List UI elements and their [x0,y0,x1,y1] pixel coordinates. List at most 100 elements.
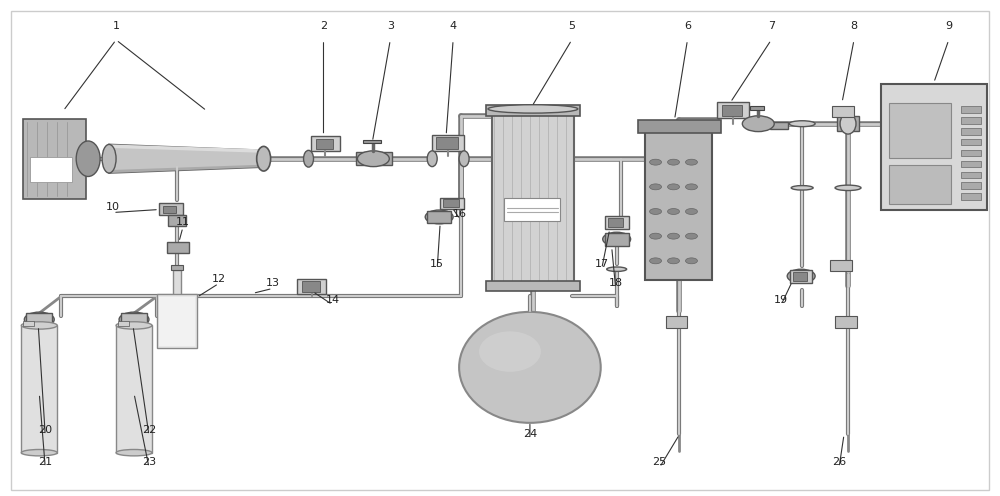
Bar [961,183,981,189]
Bar [793,272,807,281]
Bar [645,128,712,280]
Circle shape [24,312,54,327]
Circle shape [650,159,662,165]
Circle shape [425,210,453,224]
Bar [121,313,147,326]
Bar [961,172,981,178]
Bar [311,136,340,151]
Bar [159,203,183,215]
Text: 6: 6 [684,21,691,31]
Ellipse shape [21,322,57,329]
Circle shape [650,208,662,214]
Bar [302,281,320,292]
Circle shape [685,208,697,214]
Circle shape [668,233,680,239]
Bar [443,199,459,207]
Ellipse shape [459,312,601,423]
Bar [961,139,981,145]
Bar [747,122,765,128]
Polygon shape [109,144,264,173]
Bar [30,157,72,183]
Bar [23,320,34,326]
Circle shape [603,232,631,246]
Circle shape [357,151,389,167]
Text: 25: 25 [652,457,667,468]
Bar [889,103,951,158]
Text: 7: 7 [768,21,775,31]
Circle shape [685,258,697,264]
Circle shape [685,233,697,239]
Bar [835,316,857,328]
Circle shape [685,184,697,190]
Circle shape [119,312,149,327]
Bar [717,103,749,118]
Text: 18: 18 [609,278,623,289]
Bar [363,140,381,143]
Text: 1: 1 [113,21,120,31]
Bar [889,165,951,204]
Circle shape [787,269,815,283]
Text: 10: 10 [106,202,120,212]
Bar [961,107,981,113]
Text: 24: 24 [523,430,537,439]
Bar [770,122,788,128]
Bar [750,107,764,110]
Bar [961,117,981,124]
Bar [440,198,464,208]
Circle shape [668,159,680,165]
Text: 16: 16 [453,209,467,219]
Ellipse shape [76,141,100,177]
Text: 20: 20 [38,426,52,435]
Bar [638,120,721,133]
Bar [316,139,333,149]
Bar [830,260,852,271]
Ellipse shape [835,185,861,190]
Bar [427,210,451,223]
Ellipse shape [459,151,469,167]
Text: 26: 26 [832,457,846,468]
Bar [432,135,464,151]
Text: 17: 17 [595,259,609,269]
Ellipse shape [479,331,541,372]
Circle shape [742,116,774,131]
Ellipse shape [789,121,815,126]
Bar [608,218,623,227]
Circle shape [650,184,662,190]
Text: 21: 21 [38,457,52,468]
Ellipse shape [102,144,116,173]
Text: 15: 15 [430,259,444,269]
Circle shape [668,208,680,214]
Bar [837,116,859,130]
Bar [961,193,981,200]
Ellipse shape [21,449,57,456]
Text: 14: 14 [325,295,340,305]
Text: 22: 22 [142,426,156,435]
Circle shape [685,159,697,165]
Bar [605,216,629,229]
Ellipse shape [257,146,271,171]
Bar [163,205,176,213]
Circle shape [650,258,662,264]
Bar [436,137,458,149]
Bar [21,325,57,453]
Text: 2: 2 [320,21,327,31]
Bar [492,112,574,290]
Bar [168,215,186,226]
Bar [881,84,987,209]
Text: 11: 11 [176,217,190,227]
Text: 19: 19 [774,295,788,305]
Ellipse shape [116,322,152,329]
Bar [605,233,629,246]
Bar [961,150,981,156]
Bar [832,106,854,117]
Circle shape [668,184,680,190]
Bar [961,128,981,134]
Text: 5: 5 [568,21,575,31]
Ellipse shape [116,449,152,456]
Text: 9: 9 [945,21,952,31]
Ellipse shape [427,151,437,167]
Polygon shape [109,165,264,173]
Bar [790,270,812,283]
Text: 3: 3 [387,21,394,31]
Bar [23,119,86,199]
